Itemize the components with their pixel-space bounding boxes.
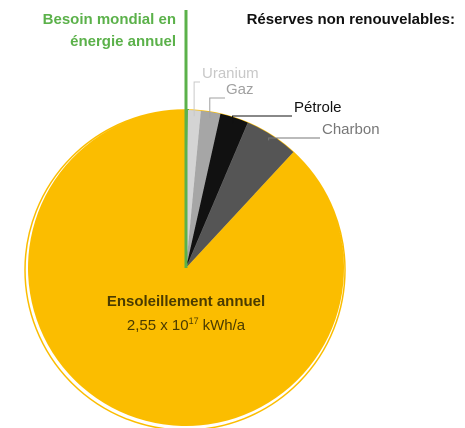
leader-line	[268, 137, 320, 141]
leader-line	[232, 115, 292, 124]
leader-line	[193, 81, 200, 117]
leader-line	[209, 97, 225, 118]
pie-slice	[186, 113, 248, 269]
slice-label: Uranium	[202, 65, 259, 82]
need-label: Besoin mondial en	[43, 11, 176, 28]
pie-slice	[186, 110, 221, 269]
slice-label: Gaz	[226, 81, 254, 98]
sun-value-mantissa: 2,55 x 10	[127, 317, 189, 334]
slice-label: Pétrole	[294, 99, 342, 116]
need-label: énergie annuel	[70, 33, 176, 50]
sun-value-unit: kWh/a	[203, 317, 246, 334]
sun-value: 2,55 x 1017 kWh/a	[127, 316, 246, 334]
pie-slice	[186, 122, 294, 269]
sun-value-exponent: 17	[189, 316, 199, 326]
chart-title: Réserves non renouvelables:	[247, 11, 455, 28]
sun-label: Ensoleillement annuel	[107, 293, 265, 310]
slice-label: Charbon	[322, 121, 380, 138]
pie-slice	[186, 110, 201, 268]
